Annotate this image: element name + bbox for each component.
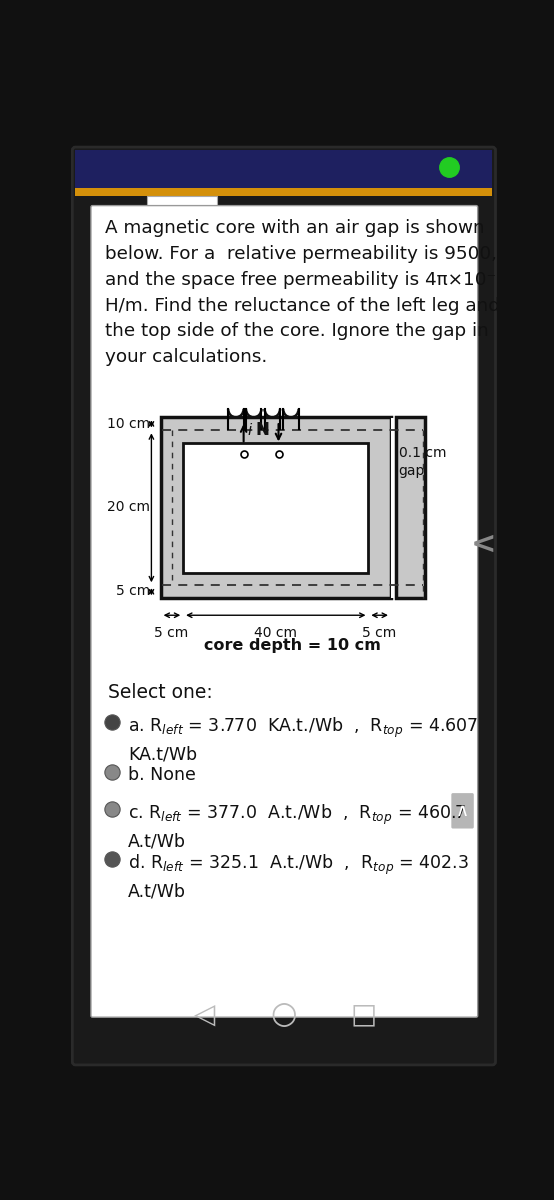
Text: 20 cm: 20 cm <box>107 500 150 515</box>
Bar <box>75 150 493 190</box>
FancyBboxPatch shape <box>91 205 478 1018</box>
Text: d. R$_{left}$ = 325.1  A.t./Wb  ,  R$_{top}$ = 402.3
A.t/Wb: d. R$_{left}$ = 325.1 A.t./Wb , R$_{top}… <box>128 852 469 901</box>
Text: c. R$_{left}$ = 377.0  A.t./Wb  ,  R$_{top}$ = 460.7
A.t/Wb: c. R$_{left}$ = 377.0 A.t./Wb , R$_{top}… <box>128 803 466 851</box>
Text: Select one:: Select one: <box>108 683 213 702</box>
Text: ∧: ∧ <box>455 802 469 820</box>
Text: N: N <box>255 421 269 439</box>
Text: 5 cm: 5 cm <box>116 584 150 599</box>
FancyBboxPatch shape <box>452 793 474 828</box>
Bar <box>396 418 425 599</box>
Bar <box>391 418 396 598</box>
Text: core depth = 10 cm: core depth = 10 cm <box>204 638 381 653</box>
Bar <box>147 196 217 212</box>
Text: □: □ <box>351 1000 377 1028</box>
FancyBboxPatch shape <box>73 148 495 1064</box>
Text: 10 cm: 10 cm <box>107 416 150 431</box>
Text: ◁: ◁ <box>194 1000 216 1028</box>
Text: a. R$_{left}$ = 3.770  KA.t./Wb  ,  R$_{top}$ = 4.607
KA.t/Wb: a. R$_{left}$ = 3.770 KA.t./Wb , R$_{top… <box>128 715 479 764</box>
Text: 5 cm: 5 cm <box>155 626 189 640</box>
Text: 0.1 cm
gap: 0.1 cm gap <box>399 446 446 478</box>
Text: b. None: b. None <box>128 766 196 784</box>
Text: i: i <box>248 422 252 438</box>
Text: 40 cm: 40 cm <box>254 626 297 640</box>
Text: A magnetic core with an air gap is shown
below. For a  relative permeability is : A magnetic core with an air gap is shown… <box>105 220 504 366</box>
Bar <box>161 418 391 599</box>
Bar <box>183 443 368 572</box>
Text: 5 cm: 5 cm <box>362 626 396 640</box>
Text: ○: ○ <box>270 1000 297 1028</box>
Text: <: < <box>471 530 496 559</box>
Bar <box>75 188 493 196</box>
